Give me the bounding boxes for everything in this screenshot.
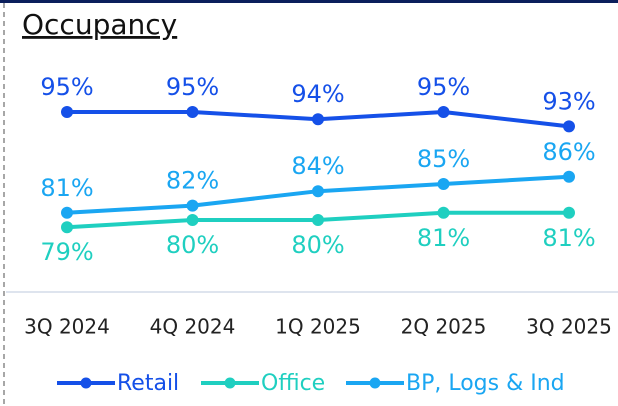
- data-label: 86%: [542, 138, 595, 166]
- data-point: [437, 206, 450, 219]
- data-label: 80%: [166, 231, 219, 259]
- data-label: 79%: [40, 238, 93, 266]
- chart-title: Occupancy: [22, 8, 177, 41]
- data-point: [61, 206, 73, 219]
- data-label: 93%: [542, 87, 595, 115]
- legend-label: Office: [261, 371, 325, 396]
- data-label: 81%: [542, 224, 595, 252]
- data-point: [563, 170, 575, 183]
- data-point: [563, 120, 575, 133]
- data-label: 94%: [291, 80, 344, 108]
- top-border: [0, 0, 618, 3]
- data-point: [312, 214, 324, 226]
- data-point: [312, 185, 324, 198]
- data-point: [186, 199, 199, 212]
- data-label: 81%: [40, 174, 93, 202]
- data-label: 81%: [417, 224, 470, 252]
- data-label: 95%: [417, 73, 470, 101]
- data-label: 80%: [291, 231, 344, 259]
- x-tick-label: 2Q 2025: [401, 315, 487, 339]
- x-tick-label: 3Q 2025: [526, 315, 612, 339]
- data-point: [186, 214, 199, 226]
- data-label: 82%: [166, 167, 219, 195]
- data-label: 85%: [417, 145, 470, 173]
- data-point: [61, 106, 73, 118]
- data-label: 84%: [291, 152, 344, 180]
- data-point: [437, 178, 450, 190]
- data-label: 95%: [166, 73, 219, 101]
- data-point: [186, 106, 199, 118]
- x-tick-label: 4Q 2024: [150, 315, 236, 339]
- legend-marker: [369, 377, 381, 389]
- data-point: [563, 206, 575, 219]
- legend-label: BP, Logs & Ind: [406, 371, 565, 396]
- data-point: [312, 113, 324, 126]
- legend-label: Retail: [117, 371, 179, 396]
- data-point: [61, 221, 73, 234]
- data-point: [437, 106, 450, 118]
- legend-marker: [224, 377, 236, 389]
- data-label: 95%: [40, 73, 93, 101]
- x-tick-label: 3Q 2024: [24, 315, 110, 339]
- legend-marker: [80, 377, 92, 389]
- x-tick-label: 1Q 2025: [275, 315, 361, 339]
